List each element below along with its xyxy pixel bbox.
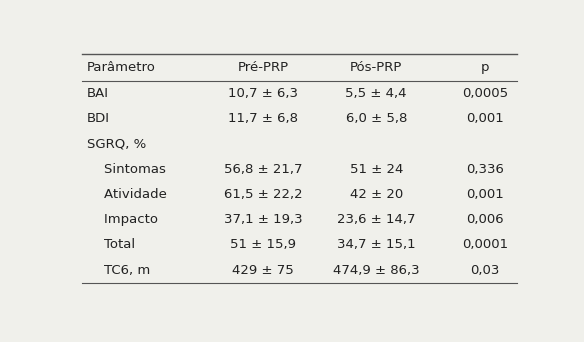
Text: Pré-PRP: Pré-PRP (238, 61, 288, 74)
Text: 0,001: 0,001 (466, 112, 504, 125)
Text: TC6, m: TC6, m (86, 264, 150, 277)
Text: 10,7 ± 6,3: 10,7 ± 6,3 (228, 87, 298, 100)
Text: Pós-PRP: Pós-PRP (350, 61, 402, 74)
Text: 0,0001: 0,0001 (462, 238, 508, 251)
Text: p: p (481, 61, 489, 74)
Text: 0,001: 0,001 (466, 188, 504, 201)
Text: 0,336: 0,336 (466, 162, 504, 175)
Text: 56,8 ± 21,7: 56,8 ± 21,7 (224, 162, 303, 175)
Text: Sintomas: Sintomas (86, 162, 165, 175)
Text: 0,03: 0,03 (470, 264, 499, 277)
Text: 34,7 ± 15,1: 34,7 ± 15,1 (337, 238, 416, 251)
Text: 51 ± 24: 51 ± 24 (350, 162, 403, 175)
Text: BAI: BAI (86, 87, 109, 100)
Text: 51 ± 15,9: 51 ± 15,9 (230, 238, 296, 251)
Text: Atividade: Atividade (86, 188, 166, 201)
Text: BDI: BDI (86, 112, 110, 125)
Text: 23,6 ± 14,7: 23,6 ± 14,7 (337, 213, 415, 226)
Text: Parâmetro: Parâmetro (86, 61, 155, 74)
Text: SGRQ, %: SGRQ, % (86, 137, 146, 150)
Text: 11,7 ± 6,8: 11,7 ± 6,8 (228, 112, 298, 125)
Text: Impacto: Impacto (86, 213, 158, 226)
Text: 429 ± 75: 429 ± 75 (232, 264, 294, 277)
Text: 5,5 ± 4,4: 5,5 ± 4,4 (346, 87, 407, 100)
Text: 42 ± 20: 42 ± 20 (350, 188, 403, 201)
Text: 0,006: 0,006 (466, 213, 503, 226)
Text: 6,0 ± 5,8: 6,0 ± 5,8 (346, 112, 407, 125)
Text: 0,0005: 0,0005 (462, 87, 508, 100)
Text: 61,5 ± 22,2: 61,5 ± 22,2 (224, 188, 303, 201)
Text: 474,9 ± 86,3: 474,9 ± 86,3 (333, 264, 419, 277)
Text: Total: Total (86, 238, 135, 251)
Text: 37,1 ± 19,3: 37,1 ± 19,3 (224, 213, 303, 226)
